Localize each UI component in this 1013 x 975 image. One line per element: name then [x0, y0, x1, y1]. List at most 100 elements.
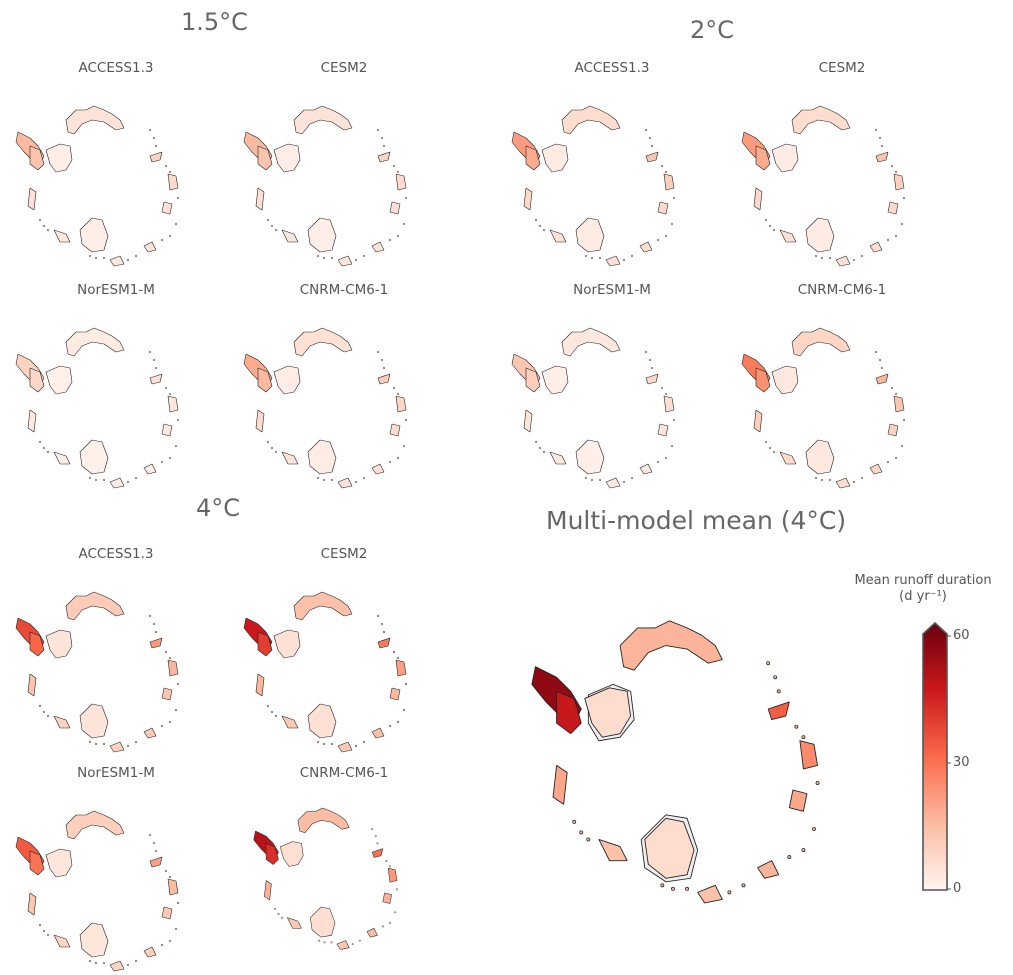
- ice-shelf-dot-14: [38, 218, 42, 222]
- ice-shelf-dot-7: [396, 456, 400, 460]
- ice-shelf-east-2: [657, 201, 669, 215]
- ice-shelf-dot-15: [42, 929, 46, 933]
- ice-shelf-weddell-coast: [293, 105, 353, 135]
- ice-shelf-dot-10: [727, 890, 732, 895]
- ice-shelf-dot-7: [168, 720, 172, 724]
- ice-shelf-weddell-coast: [65, 591, 125, 621]
- ice-shelf-dot-16: [274, 714, 278, 718]
- ice-shelf-dot-10: [126, 963, 130, 967]
- ice-shelf-dot-15: [277, 913, 280, 916]
- ice-shelf-larsen: [755, 145, 771, 171]
- ice-shelf-dot-14: [266, 440, 270, 444]
- ice-shelf-bellingshausen: [753, 187, 763, 211]
- panel-4-cesm2: CESM2: [228, 546, 460, 756]
- ice-shelf-victoria: [835, 255, 851, 267]
- ice-shelf-bellingshausen: [27, 409, 37, 433]
- ice-shelf-dot-15: [768, 224, 772, 228]
- ice-shelf-amundsen: [598, 839, 628, 862]
- ice-shelf-dot-0: [148, 614, 152, 618]
- ice-shelf-dot-0: [644, 350, 648, 354]
- ice-shelf-ronne: [541, 365, 569, 395]
- ice-shelf-dot-10: [126, 480, 130, 484]
- ice-shelf-east: [799, 740, 818, 770]
- ice-shelf-dot-0: [376, 128, 380, 132]
- ice-shelf-dot-16: [542, 228, 546, 232]
- ice-shelf-amundsen: [287, 917, 302, 929]
- ice-shelf-dot-12: [820, 478, 824, 482]
- ice-shelf-amery: [645, 373, 659, 385]
- antarctica-map: [243, 105, 408, 267]
- ice-shelf-dot-12: [322, 256, 326, 260]
- ice-shelf-amery: [149, 151, 163, 163]
- colorbar-label-line1: Mean runoff duration: [854, 573, 992, 588]
- ice-shelf-dot-15: [768, 446, 772, 450]
- panel-title: ACCESS1.3: [78, 60, 154, 76]
- ice-shelf-ross: [79, 703, 109, 739]
- ice-shelf-dot-9: [134, 254, 138, 258]
- ice-shelf-dot-3: [660, 386, 664, 390]
- mean-title: Multi-model mean (4°C): [546, 506, 847, 535]
- colorbar-body: [922, 621, 948, 891]
- ice-shelf-dot-7: [396, 234, 400, 238]
- ice-shelf-dot-14: [534, 440, 538, 444]
- ice-shelf-amundsen: [549, 451, 567, 465]
- ice-shelf-victoria: [109, 960, 125, 972]
- ice-shelf-dot-8: [886, 460, 890, 464]
- ice-shelf-dot-5: [176, 901, 180, 905]
- ice-shelf-east: [387, 867, 398, 883]
- ice-shelf-dot-5: [404, 196, 408, 200]
- ice-shelf-weddell-coast: [293, 591, 353, 621]
- ice-shelf-dot-12: [94, 256, 98, 260]
- antarctica-map: [243, 591, 408, 753]
- ice-shelf-east: [167, 173, 179, 191]
- ice-shelf-amundsen: [779, 451, 797, 465]
- ice-shelf-dot-0: [148, 350, 152, 354]
- ice-shelf-dot-4: [168, 392, 172, 396]
- ice-shelf-dot-10: [354, 744, 358, 748]
- ice-shelf-dot-16: [542, 450, 546, 454]
- ice-shelf-dot-1: [878, 136, 882, 140]
- panel-4-noresm1m: NorESM1-M: [0, 765, 232, 975]
- panel-4-cnrmcm61: CNRM-CM6-1: [228, 765, 460, 975]
- ice-shelf-dot-11: [828, 256, 832, 260]
- ice-shelf-wilkes: [757, 860, 780, 879]
- colorbar: [922, 621, 951, 891]
- ice-shelf-dot-1: [380, 358, 384, 362]
- ice-shelf-weddell-coast: [561, 105, 621, 135]
- ice-shelf-larsen: [29, 367, 45, 393]
- ice-shelf-dot-4: [388, 865, 391, 868]
- panel-title: ACCESS1.3: [78, 546, 154, 562]
- ice-shelf-dot-15: [42, 224, 46, 228]
- ice-shelf-larsen: [257, 145, 273, 171]
- group-title-4: 4°C: [196, 494, 241, 522]
- ice-shelf-dot-5: [404, 682, 408, 686]
- ice-shelf-dot-1: [152, 136, 156, 140]
- ice-shelf-dot-7: [894, 456, 898, 460]
- ice-shelf-dot-1: [380, 622, 384, 626]
- ice-shelf-victoria: [337, 255, 353, 267]
- ice-shelf-weddell-coast: [65, 327, 125, 357]
- ice-shelf-dot-5: [672, 418, 676, 422]
- ice-shelf-dot-11: [685, 886, 689, 891]
- ice-shelf-dot-0: [148, 128, 152, 132]
- ice-shelf-dot-8: [388, 724, 392, 728]
- panel-title: NorESM1-M: [573, 282, 651, 298]
- ice-shelf-amundsen: [779, 229, 797, 243]
- ice-shelf-dot-9: [362, 254, 366, 258]
- ice-shelf-ross: [644, 817, 695, 879]
- antarctica-map: [253, 807, 398, 950]
- ice-shelf-dot-1: [648, 136, 652, 140]
- ice-shelf-dot-2: [376, 842, 379, 845]
- ice-shelf-dot-10: [852, 480, 856, 484]
- ice-shelf-dot-0: [874, 128, 878, 132]
- ice-shelf-east: [893, 395, 905, 413]
- ice-shelf-dot-9: [630, 254, 634, 258]
- ice-shelf-ross: [310, 906, 336, 938]
- ice-shelf-larsen: [29, 850, 45, 876]
- ice-shelf-dot-14: [38, 923, 42, 927]
- ice-shelf-dot-10: [354, 258, 358, 262]
- ice-shelf-dot-11: [598, 478, 602, 482]
- ice-shelf-dot-6: [402, 444, 406, 448]
- ice-shelf-weddell-coast: [65, 105, 125, 135]
- panel-2-cesm2: CESM2: [726, 60, 958, 270]
